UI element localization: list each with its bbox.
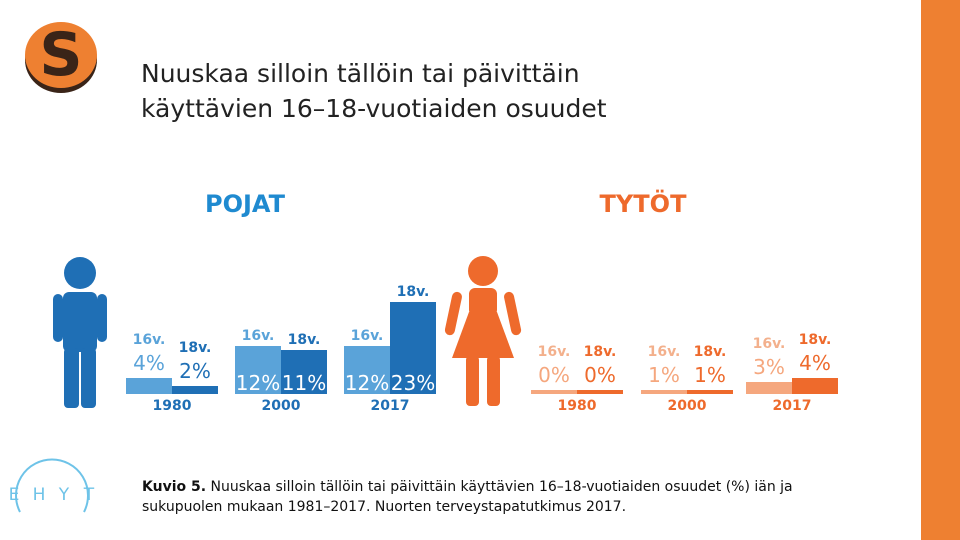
data-label: 3% [753, 355, 785, 379]
caption-text: Nuuskaa silloin tällöin tai päivittäin k… [142, 479, 793, 515]
series-label: 16v. [351, 328, 384, 344]
data-label: 4% [133, 351, 165, 375]
data-label: 23% [391, 371, 435, 395]
page-title: Nuuskaa silloin tällöin tai päivittäin k… [141, 56, 607, 126]
bar-pojat-2000-16v [235, 346, 281, 394]
ehyt-logo-arc [15, 458, 89, 513]
snus-s-logo-icon: S [25, 20, 97, 93]
data-label: 12% [236, 371, 280, 395]
bar-pojat-2017-18v [390, 302, 436, 394]
series-label: 18v. [694, 344, 727, 360]
series-label: 18v. [179, 340, 212, 356]
year-tick-label: 2017 [773, 398, 812, 414]
bar-pojat-1980-18v [172, 386, 218, 394]
group-heading-girls: TYTÖT [600, 188, 688, 218]
data-label: 4% [799, 351, 831, 375]
series-label: 18v. [799, 332, 832, 348]
figure-caption: Kuvio 5. Nuuskaa silloin tällöin tai päi… [142, 477, 842, 517]
series-label: 16v. [133, 332, 166, 348]
bar-tytöt-2000-18v [687, 390, 733, 394]
series-label: 16v. [648, 344, 681, 360]
year-tick-label: 2017 [371, 398, 410, 414]
group-heading-boys: POJAT [205, 190, 286, 218]
data-label: 0% [538, 363, 570, 387]
ehyt-logo-letter: E [9, 485, 20, 505]
bar-pojat-2017-16v [344, 346, 390, 394]
data-label: 2% [179, 359, 211, 383]
boy-figure-icon [53, 257, 107, 408]
bar-tytöt-2000-16v [641, 390, 687, 394]
caption-label: Kuvio 5. [142, 479, 207, 495]
data-label: 0% [584, 363, 616, 387]
side-accent-bar [921, 0, 960, 540]
ehyt-logo-letter: Y [58, 485, 70, 505]
ehyt-logo-letter: H [33, 485, 46, 505]
year-tick-label: 1980 [558, 398, 597, 414]
data-label: 1% [694, 363, 726, 387]
ehyt-logo: E H Y T [9, 458, 95, 513]
bar-pojat-1980-16v [126, 378, 172, 394]
series-label: 16v. [753, 336, 786, 352]
data-label: 11% [282, 371, 326, 395]
bar-tytöt-1980-16v [531, 390, 577, 394]
series-label: 18v. [288, 332, 321, 348]
data-label: 12% [345, 371, 389, 395]
bar-pojat-2000-18v [281, 350, 327, 394]
svg-text:S: S [39, 20, 82, 90]
bar-tytöt-2017-18v [792, 378, 838, 394]
title-line-2: käyttävien 16–18-vuotiaiden osuudet [141, 94, 607, 123]
bar-tytöt-2017-16v [746, 382, 792, 394]
bar-tytöt-1980-18v [577, 390, 623, 394]
year-tick-label: 2000 [262, 398, 301, 414]
year-tick-label: 2000 [668, 398, 707, 414]
year-tick-label: 1980 [153, 398, 192, 414]
series-label: 16v. [242, 328, 275, 344]
series-label: 18v. [397, 284, 430, 300]
title-line-1: Nuuskaa silloin tällöin tai päivittäin [141, 59, 580, 88]
series-label: 18v. [584, 344, 617, 360]
data-label: 1% [648, 363, 680, 387]
series-label: 16v. [538, 344, 571, 360]
ehyt-logo-letter: T [83, 485, 95, 505]
girl-figure-icon [444, 256, 522, 406]
